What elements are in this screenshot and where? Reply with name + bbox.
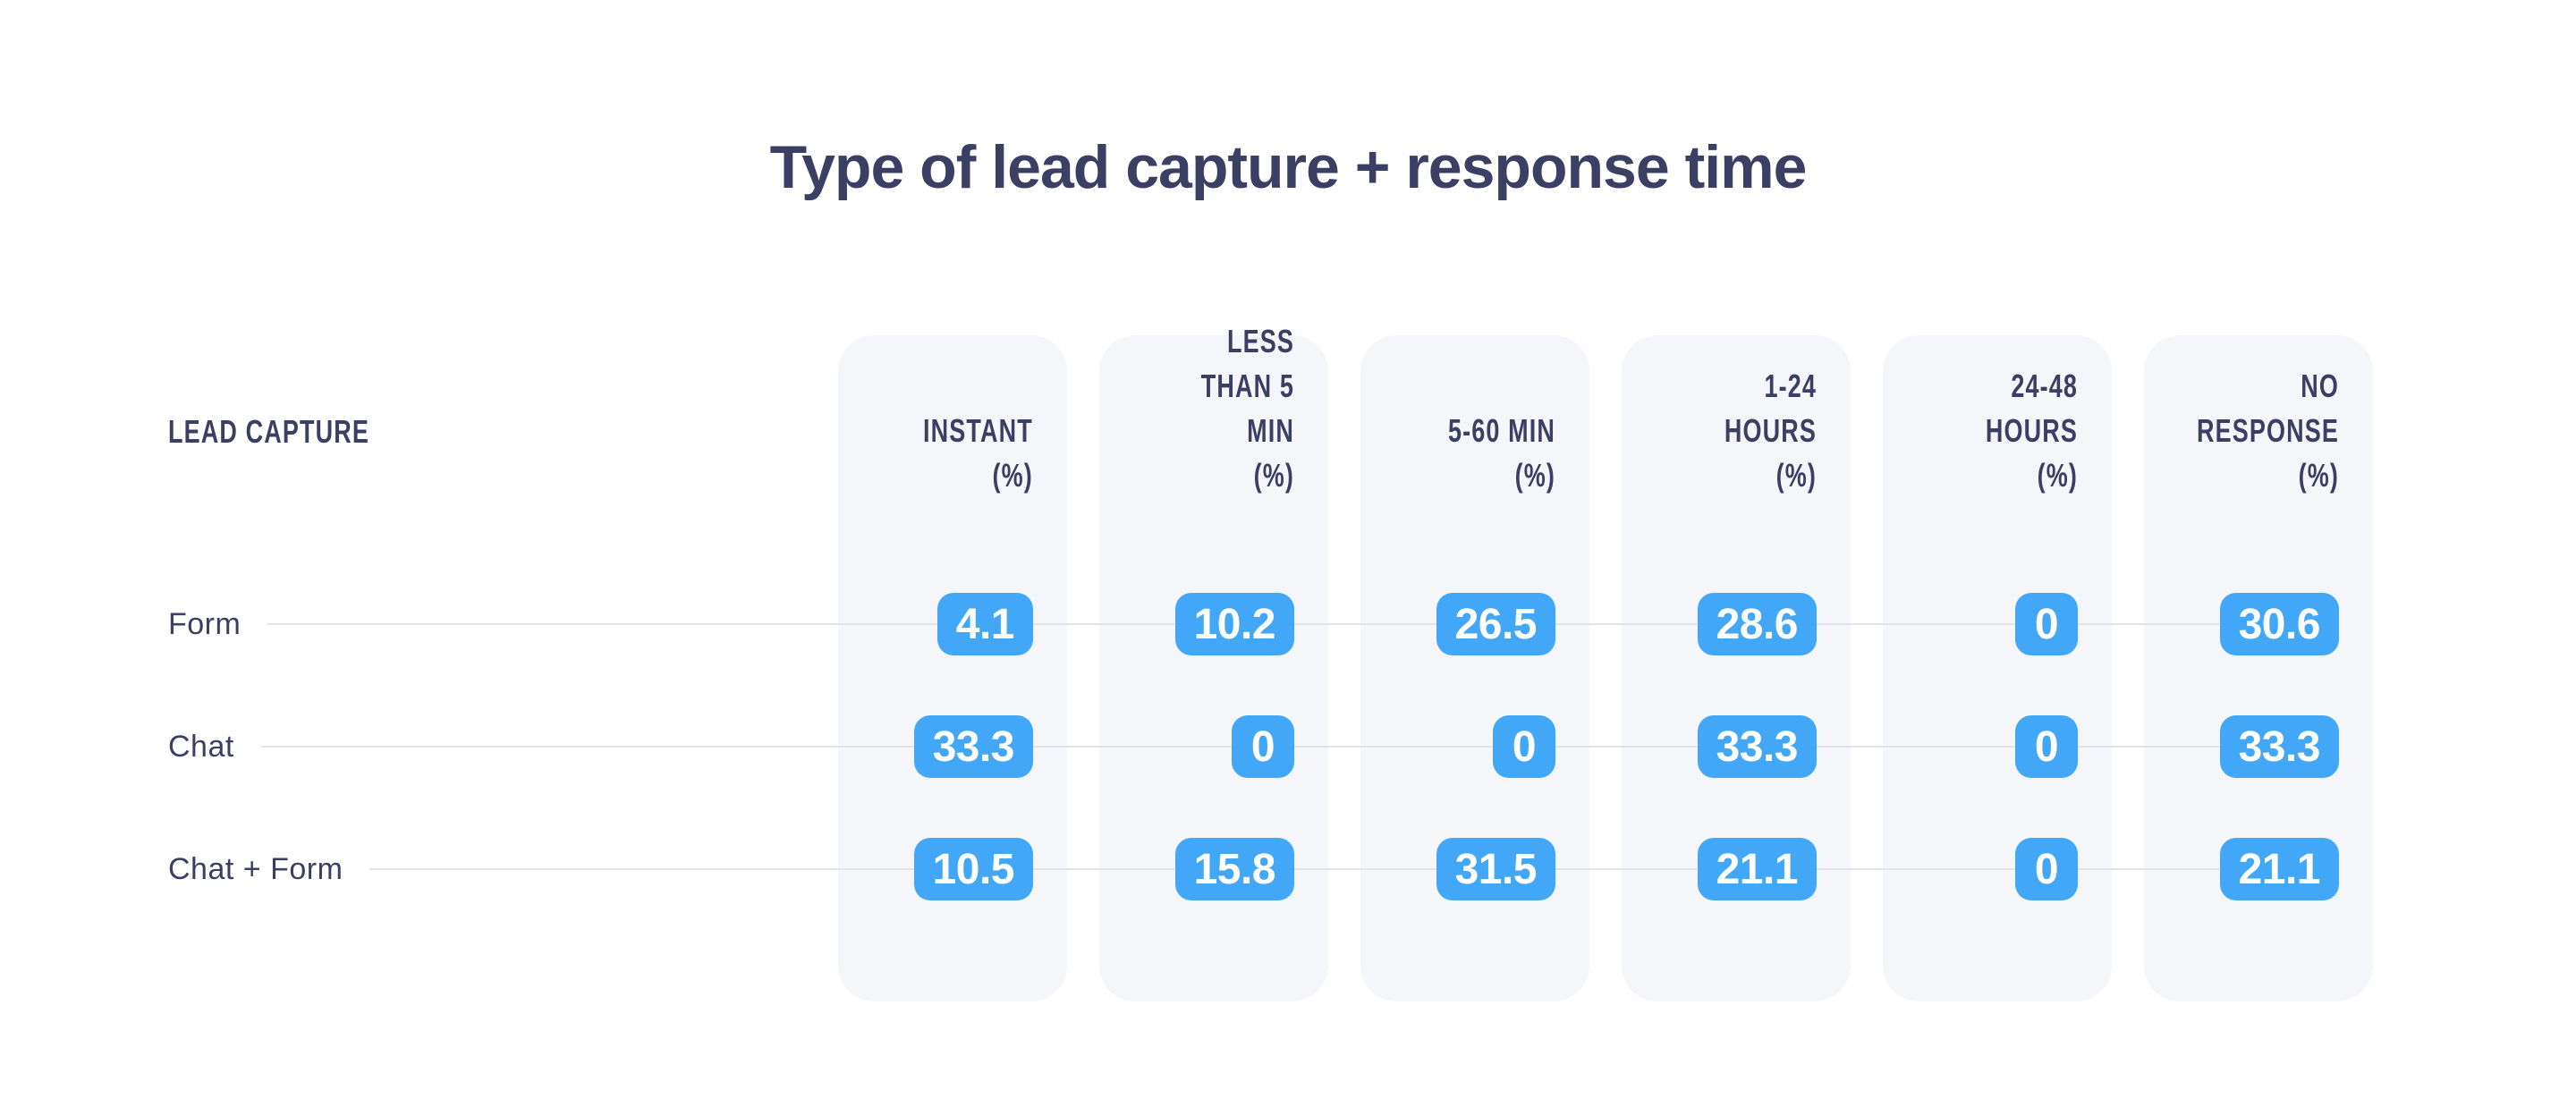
value-cell: 0	[1360, 715, 1555, 778]
value-pill: 0	[2015, 838, 2078, 900]
value-cell: 4.1	[838, 593, 1033, 655]
value-pill: 33.3	[2219, 715, 2339, 778]
value-pill: 33.3	[913, 715, 1033, 778]
column-header-label: LESS THAN 5 MIN	[1200, 323, 1294, 449]
column-header-text: 24-48 HOURS (%)	[1932, 364, 2079, 498]
column-header-label: 1-24 HOURS	[1724, 368, 1817, 449]
column-header-text: NO RESPONSE (%)	[2193, 364, 2340, 498]
column-header-text: INSTANT (%)	[923, 409, 1033, 498]
column-header: 1-24 HOURS (%)	[1622, 335, 1851, 498]
lead-capture-column-header-text: LEAD CAPTURE	[168, 413, 370, 450]
column-header-label: 24-48 HOURS	[1985, 368, 2078, 449]
row-leader-line	[267, 623, 2339, 625]
lead-capture-column-header: LEAD CAPTURE	[168, 410, 436, 454]
column-header-label: INSTANT	[923, 412, 1033, 449]
value-cell: 26.5	[1360, 593, 1555, 655]
value-pill: 0	[1493, 715, 1555, 778]
value-pill: 31.5	[1436, 838, 1555, 900]
value-cell: 33.3	[838, 715, 1033, 778]
value-pill: 30.6	[2219, 593, 2339, 655]
column-header-unit: (%)	[2037, 457, 2078, 494]
column-header-label: 5-60 MIN	[1447, 412, 1555, 449]
value-pill: 33.3	[1697, 715, 1817, 778]
value-cell: 15.8	[1099, 838, 1294, 900]
value-pill: 0	[1232, 715, 1294, 778]
row-label: Chat + Form	[168, 851, 343, 886]
row-label: Form	[168, 606, 242, 641]
column-header-text: 5-60 MIN (%)	[1448, 409, 1555, 498]
column-header: 24-48 HOURS (%)	[1883, 335, 2112, 498]
value-pill: 15.8	[1174, 838, 1294, 900]
value-pill: 26.5	[1436, 593, 1555, 655]
value-cell: 30.6	[2144, 593, 2339, 655]
value-cell: 10.5	[838, 838, 1033, 900]
column-header: 5-60 MIN (%)	[1360, 335, 1589, 498]
value-cell: 0	[1099, 715, 1294, 778]
row-leader-line	[369, 868, 2339, 870]
column-header: NO RESPONSE (%)	[2144, 335, 2373, 498]
value-cell: 33.3	[2144, 715, 2339, 778]
column-header-label: NO RESPONSE	[2196, 368, 2339, 449]
value-cell: 33.3	[1622, 715, 1817, 778]
value-pill: 28.6	[1697, 593, 1817, 655]
column-header-unit: (%)	[2298, 457, 2339, 494]
column-header-unit: (%)	[1514, 457, 1555, 494]
table-row: Chat	[168, 715, 2339, 778]
column-header-text: 1-24 HOURS (%)	[1671, 364, 1818, 498]
value-pill: 10.2	[1174, 593, 1294, 655]
value-cell: 31.5	[1360, 838, 1555, 900]
column-header-unit: (%)	[1775, 457, 1817, 494]
value-pill: 4.1	[936, 593, 1033, 655]
value-cell: 0	[1883, 593, 2078, 655]
value-cell: 21.1	[1622, 838, 1817, 900]
value-cell: 0	[1883, 838, 2078, 900]
value-cell: 21.1	[2144, 838, 2339, 900]
table-row: Chat + Form	[168, 838, 2339, 900]
chart-title: Type of lead capture + response time	[769, 133, 1808, 201]
value-pill: 0	[2015, 593, 2078, 655]
value-pill: 21.1	[2219, 838, 2339, 900]
value-cell: 0	[1883, 715, 2078, 778]
value-pill: 21.1	[1697, 838, 1817, 900]
column-header-unit: (%)	[1253, 457, 1294, 494]
value-pill: 10.5	[913, 838, 1033, 900]
row-leader-line	[260, 746, 2339, 748]
column-header: LESS THAN 5 MIN (%)	[1099, 323, 1328, 498]
value-pill: 0	[2015, 715, 2078, 778]
column-header-text: LESS THAN 5 MIN (%)	[1148, 319, 1295, 498]
table-row: Form	[168, 593, 2339, 655]
row-label: Chat	[168, 729, 234, 764]
value-cell: 10.2	[1099, 593, 1294, 655]
column-header: INSTANT (%)	[838, 335, 1067, 498]
value-cell: 28.6	[1622, 593, 1817, 655]
column-header-unit: (%)	[992, 457, 1033, 494]
